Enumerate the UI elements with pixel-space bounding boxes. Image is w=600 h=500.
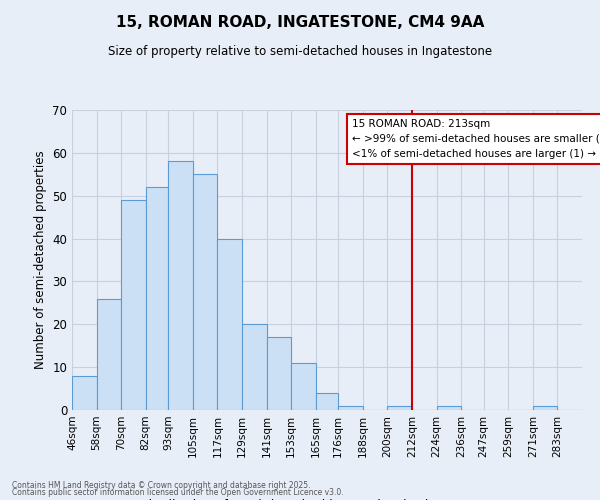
X-axis label: Distribution of semi-detached houses by size in Ingatestone: Distribution of semi-detached houses by …	[139, 498, 515, 500]
Text: 15, ROMAN ROAD, INGATESTONE, CM4 9AA: 15, ROMAN ROAD, INGATESTONE, CM4 9AA	[116, 15, 484, 30]
Bar	[121, 200, 146, 410]
Text: 15 ROMAN ROAD: 213sqm
← >99% of semi-detached houses are smaller (342)
<1% of se: 15 ROMAN ROAD: 213sqm ← >99% of semi-det…	[353, 119, 600, 158]
Bar	[437, 406, 461, 410]
Text: Contains public sector information licensed under the Open Government Licence v3: Contains public sector information licen…	[12, 488, 344, 497]
Text: Contains HM Land Registry data © Crown copyright and database right 2025.: Contains HM Land Registry data © Crown c…	[12, 480, 311, 490]
Y-axis label: Number of semi-detached properties: Number of semi-detached properties	[34, 150, 47, 370]
Bar	[533, 406, 557, 410]
Bar	[217, 238, 242, 410]
Bar	[168, 162, 193, 410]
Bar	[97, 298, 121, 410]
Bar	[72, 376, 97, 410]
Bar	[242, 324, 266, 410]
Bar	[291, 363, 316, 410]
Bar	[388, 406, 412, 410]
Bar	[266, 337, 291, 410]
Text: Size of property relative to semi-detached houses in Ingatestone: Size of property relative to semi-detach…	[108, 45, 492, 58]
Bar	[316, 393, 338, 410]
Bar	[338, 406, 363, 410]
Bar	[193, 174, 217, 410]
Bar	[146, 187, 168, 410]
